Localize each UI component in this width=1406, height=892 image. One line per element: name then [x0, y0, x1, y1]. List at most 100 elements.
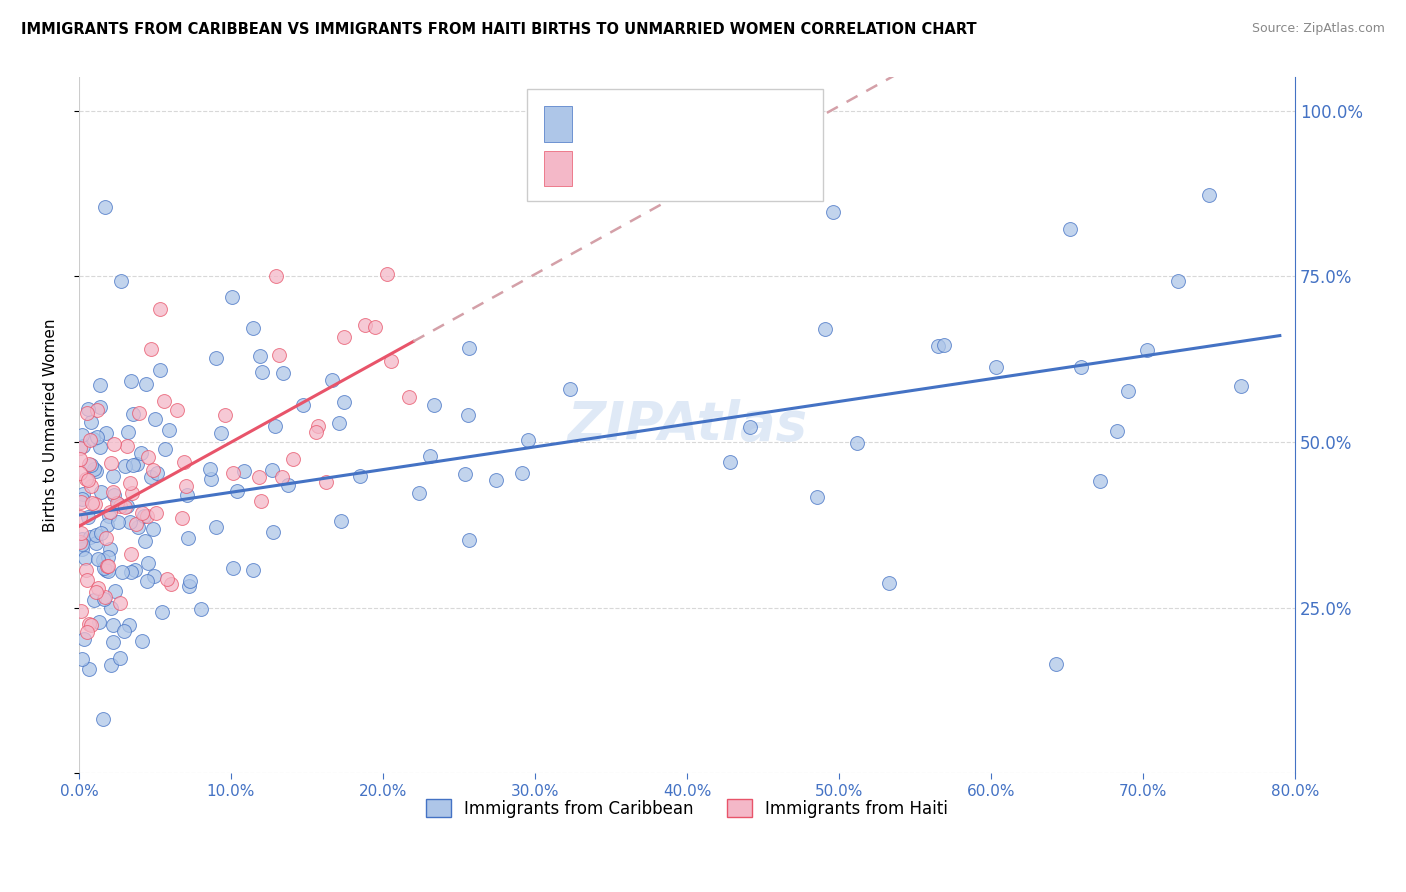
Point: [1198, 188, 1220, 202]
Point: [814, 322, 837, 336]
Point: [247, 469, 270, 483]
Point: [375, 267, 398, 281]
Point: [226, 483, 249, 498]
Point: [271, 470, 294, 484]
Point: [125, 457, 148, 471]
Text: 0.434: 0.434: [605, 160, 658, 178]
Point: [93, 712, 115, 726]
Point: [93, 561, 115, 575]
Point: [281, 452, 304, 467]
Point: [70, 537, 93, 551]
Point: [96, 563, 118, 577]
Point: [124, 517, 146, 532]
Point: [221, 290, 243, 304]
Point: [458, 533, 481, 547]
Point: [174, 478, 197, 492]
Point: [101, 484, 124, 499]
Point: [136, 508, 159, 523]
Point: [457, 408, 479, 422]
Point: [75, 551, 97, 566]
Point: [250, 364, 273, 378]
Point: [200, 472, 222, 486]
Point: [134, 509, 156, 524]
Point: [114, 500, 136, 514]
Point: [101, 635, 124, 649]
Point: [80, 458, 103, 472]
Point: [307, 418, 329, 433]
Point: [100, 658, 122, 673]
Point: [242, 321, 264, 335]
Legend: Immigrants from Caribbean, Immigrants from Haiti: Immigrants from Caribbean, Immigrants fr…: [419, 793, 955, 824]
Point: [72, 439, 94, 453]
Point: [141, 469, 163, 483]
Point: [1090, 474, 1112, 488]
Text: Source: ZipAtlas.com: Source: ZipAtlas.com: [1251, 22, 1385, 36]
Point: [209, 425, 232, 440]
Point: [242, 563, 264, 577]
Point: [114, 459, 136, 474]
Point: [105, 496, 128, 510]
Point: [142, 463, 165, 477]
Point: [98, 541, 121, 556]
Point: [149, 301, 172, 316]
Point: [86, 429, 108, 443]
Point: [485, 473, 508, 487]
Point: [93, 590, 115, 604]
Point: [89, 400, 111, 414]
Point: [1059, 221, 1081, 235]
Point: [90, 526, 112, 541]
Point: [129, 446, 152, 460]
Point: [87, 615, 110, 630]
Point: [333, 330, 356, 344]
Text: R =: R =: [579, 115, 616, 133]
Point: [204, 351, 226, 366]
Point: [70, 541, 93, 556]
Point: [87, 581, 110, 595]
Point: [80, 415, 103, 429]
Text: N =: N =: [658, 160, 689, 178]
Point: [1045, 657, 1067, 671]
Point: [177, 531, 200, 545]
Point: [232, 464, 254, 478]
Point: [107, 497, 129, 511]
Point: [1167, 274, 1189, 288]
Point: [718, 455, 741, 469]
Point: [97, 509, 120, 524]
Point: [262, 525, 284, 540]
Point: [79, 479, 101, 493]
Point: [96, 517, 118, 532]
Point: [1230, 378, 1253, 392]
Point: [77, 617, 100, 632]
Point: [89, 441, 111, 455]
Point: [160, 577, 183, 591]
Point: [69, 451, 91, 466]
Point: [69, 603, 91, 617]
Point: [156, 572, 179, 586]
Point: [146, 466, 169, 480]
Point: [76, 510, 98, 524]
Point: [122, 408, 145, 422]
Point: [120, 515, 142, 529]
Point: [143, 568, 166, 582]
Point: [145, 506, 167, 520]
Point: [558, 382, 581, 396]
Point: [108, 596, 131, 610]
Point: [103, 437, 125, 451]
Point: [76, 406, 98, 420]
Point: [84, 584, 107, 599]
Point: [806, 491, 828, 505]
Point: [321, 373, 343, 387]
Point: [118, 617, 141, 632]
Point: [932, 337, 955, 351]
Point: [84, 527, 107, 541]
Point: [510, 467, 533, 481]
Point: [364, 319, 387, 334]
Point: [214, 408, 236, 422]
Point: [135, 376, 157, 391]
Point: [149, 362, 172, 376]
Point: [221, 561, 243, 575]
Point: [349, 469, 371, 483]
Point: [115, 499, 138, 513]
Point: [77, 401, 100, 416]
Point: [170, 510, 193, 524]
